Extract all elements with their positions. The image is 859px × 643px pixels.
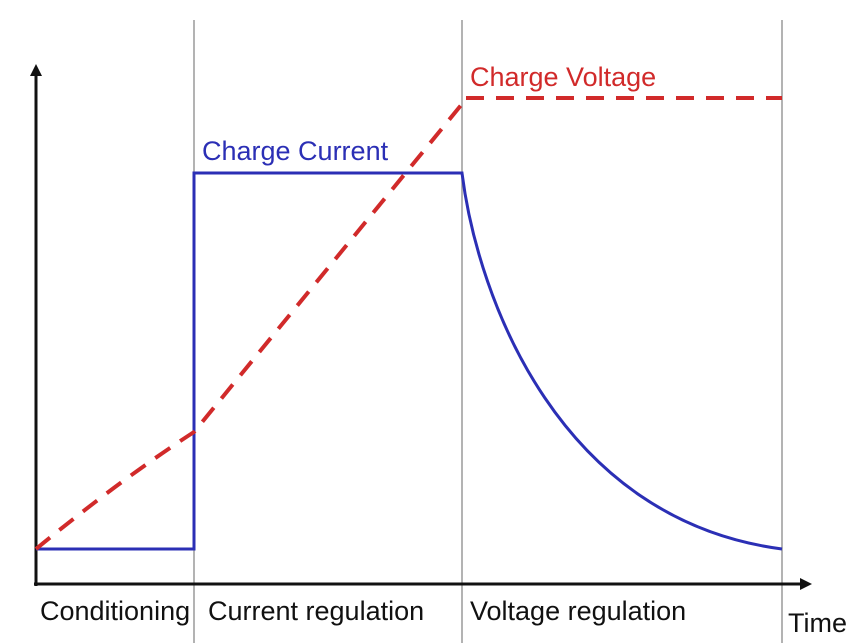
charge-current-label: Charge Current [202, 136, 389, 166]
phase-label-voltage-regulation: Voltage regulation [470, 596, 686, 626]
phase-label-current-regulation: Current regulation [208, 596, 424, 626]
x-axis-label: Time [788, 608, 847, 638]
charge-voltage-curve [34, 102, 464, 551]
charge-current-curve [36, 171, 783, 551]
charge-voltage-label: Charge Voltage [470, 62, 656, 92]
phase-label-conditioning: Conditioning [40, 596, 190, 626]
